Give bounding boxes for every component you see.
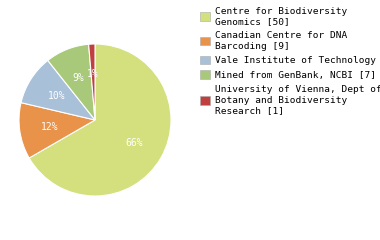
Wedge shape <box>21 60 95 120</box>
Wedge shape <box>48 44 95 120</box>
Wedge shape <box>29 44 171 196</box>
Text: 12%: 12% <box>41 122 59 132</box>
Text: 66%: 66% <box>126 138 143 148</box>
Text: 9%: 9% <box>72 73 84 83</box>
Legend: Centre for Biodiversity
Genomics [50], Canadian Centre for DNA
Barcoding [9], Va: Centre for Biodiversity Genomics [50], C… <box>198 5 380 117</box>
Wedge shape <box>89 44 95 120</box>
Text: 10%: 10% <box>48 90 65 101</box>
Text: 1%: 1% <box>87 69 99 79</box>
Wedge shape <box>19 103 95 158</box>
